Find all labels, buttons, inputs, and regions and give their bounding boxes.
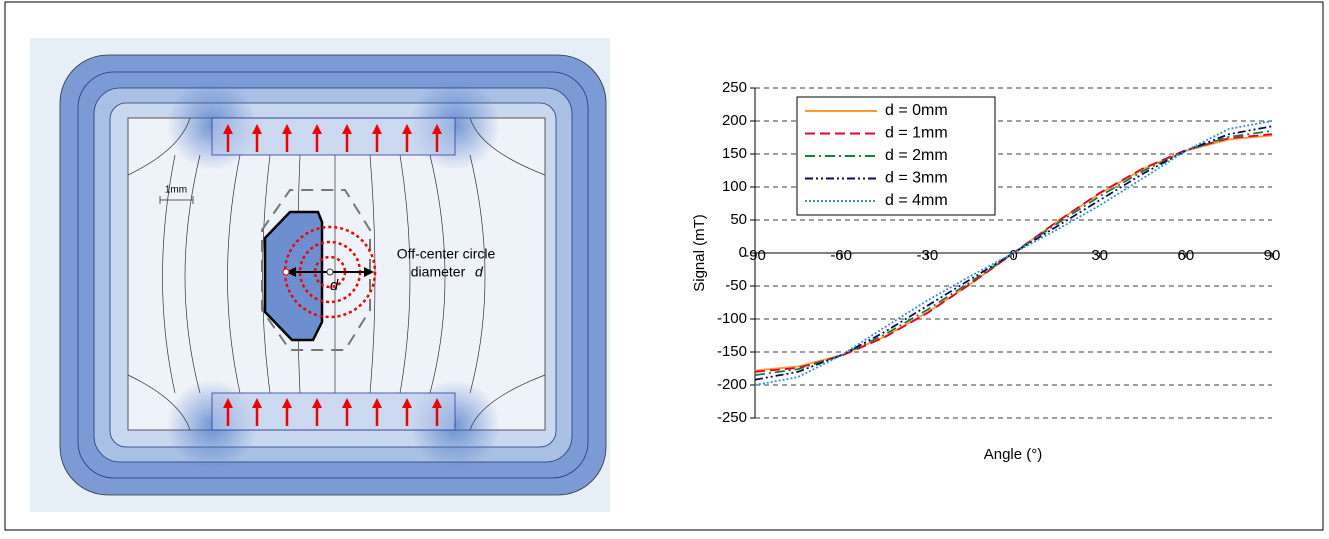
center-point: [283, 269, 289, 275]
legend-label: d = 0mm: [885, 102, 948, 119]
y-axis-title: Signal (mT): [691, 214, 708, 292]
y-tick-label: 50: [730, 211, 747, 228]
x-tick-label: -30: [916, 247, 938, 264]
x-tick-label: 60: [1177, 247, 1194, 264]
annotation: d: [475, 264, 484, 280]
x-tick-label: -60: [830, 247, 852, 264]
y-tick-label: -200: [717, 376, 747, 393]
y-tick-label: -50: [725, 277, 747, 294]
y-tick-label: -250: [717, 409, 747, 426]
x-tick-label: 90: [1264, 247, 1281, 264]
figure: 1mm d Off-center circle diameter d Angle…: [0, 0, 1329, 534]
center-point: [327, 269, 333, 275]
annotation: diameter: [411, 264, 466, 280]
annotation: Off-center circle: [397, 246, 496, 262]
magnet: [212, 118, 455, 155]
magnet: [212, 393, 455, 430]
legend-label: d = 3mm: [885, 170, 948, 187]
y-tick-label: -100: [717, 310, 747, 327]
chart: Angle (°) Signal (mT) -250 -200 -150 -100 -5…: [691, 79, 1280, 463]
d-label: d: [330, 277, 339, 294]
x-tick-label: 30: [1091, 247, 1108, 264]
x-axis-title: Angle (°): [984, 446, 1043, 463]
legend-label: d = 2mm: [885, 147, 948, 164]
legend-label: d = 1mm: [885, 125, 948, 142]
y-tick-label: -150: [717, 343, 747, 360]
legend-label: d = 4mm: [885, 192, 948, 209]
x-tick-label: -90: [744, 247, 766, 264]
y-tick-label: 150: [722, 145, 747, 162]
y-tick-label: 200: [722, 112, 747, 129]
diagram: 1mm d Off-center circle diameter d: [30, 38, 610, 512]
y-tick-label: 100: [722, 178, 747, 195]
y-tick-label: 250: [722, 79, 747, 96]
scale-label: 1mm: [165, 185, 187, 196]
